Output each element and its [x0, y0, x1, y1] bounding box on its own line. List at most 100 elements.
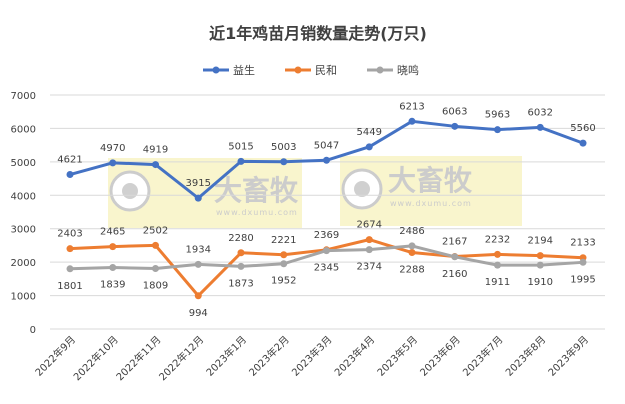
watermark-brand: 大畜牧	[214, 174, 299, 207]
data-label: 2374	[357, 262, 382, 273]
data-point	[194, 292, 202, 300]
x-tick-label: 2023年7月	[460, 333, 506, 379]
data-label: 2674	[357, 220, 382, 231]
data-point	[365, 246, 373, 254]
data-label: 5003	[271, 142, 296, 153]
y-tick-label: 4000	[11, 191, 36, 202]
data-point	[408, 242, 416, 250]
data-label: 5560	[570, 123, 595, 134]
data-point	[451, 253, 459, 261]
legend-item: 益生	[203, 63, 255, 77]
y-tick-label: 2000	[11, 258, 36, 269]
data-label: 1839	[100, 280, 125, 291]
data-point	[280, 260, 288, 268]
data-label: 2280	[228, 233, 253, 244]
data-label: 2465	[100, 227, 125, 238]
chart-title: 近1年鸡苗月销数量走势(万只)	[209, 24, 427, 43]
x-tick-label: 2023年4月	[332, 333, 378, 379]
x-tick-label: 2023年9月	[545, 333, 591, 379]
data-label: 4621	[57, 155, 82, 166]
data-label: 2133	[570, 238, 595, 249]
y-tick-label: 5000	[11, 158, 36, 169]
legend-item: 晓鸣	[367, 63, 419, 77]
data-label: 2345	[314, 263, 339, 274]
x-tick-label: 2022年11月	[113, 333, 163, 383]
data-point	[323, 247, 330, 255]
data-point	[451, 122, 459, 130]
y-tick-label: 1000	[11, 292, 36, 303]
x-tick-label: 2023年2月	[246, 333, 292, 379]
data-point	[109, 159, 117, 167]
data-point	[494, 261, 501, 269]
data-label: 6063	[442, 106, 467, 117]
legend-marker	[212, 66, 220, 74]
data-point	[494, 250, 501, 258]
data-label: 2167	[442, 237, 467, 248]
data-label: 2194	[528, 236, 553, 247]
y-tick-label: 7000	[11, 91, 36, 102]
data-point	[494, 126, 501, 134]
data-point	[280, 251, 288, 259]
data-point	[408, 117, 416, 125]
data-point	[237, 249, 245, 257]
data-point	[66, 245, 74, 253]
x-tick-label: 2022年9月	[32, 333, 78, 379]
data-point	[66, 171, 74, 179]
y-tick-label: 3000	[11, 225, 36, 236]
data-label: 2160	[442, 269, 467, 280]
legend-label: 民和	[315, 64, 337, 77]
data-label: 2486	[399, 226, 424, 237]
data-label: 5047	[314, 140, 339, 151]
data-label: 3915	[186, 178, 211, 189]
data-label: 6213	[399, 101, 424, 112]
y-tick-label: 6000	[11, 124, 36, 135]
legend-label: 晓鸣	[397, 63, 419, 77]
watermark: 大畜牧 www.dxumu.com	[340, 156, 522, 226]
data-label: 1910	[528, 277, 553, 288]
data-label: 2403	[57, 229, 82, 240]
data-label: 1809	[143, 281, 168, 292]
data-point	[109, 264, 117, 272]
data-point	[109, 243, 117, 251]
x-tick-label: 2023年8月	[503, 333, 549, 379]
data-label: 2232	[485, 234, 510, 245]
data-point	[365, 236, 373, 244]
data-point	[579, 139, 587, 147]
data-label: 5015	[228, 141, 253, 152]
data-label: 5449	[357, 127, 382, 138]
watermark-url: www.dxumu.com	[216, 208, 298, 217]
x-tick-label: 2023年5月	[374, 333, 420, 379]
watermark-url: www.dxumu.com	[390, 199, 472, 208]
x-tick-label: 2022年10月	[71, 333, 121, 383]
data-label: 2221	[271, 235, 296, 246]
data-point	[579, 258, 587, 266]
data-label: 6032	[528, 107, 553, 118]
x-tick-label: 2023年6月	[417, 333, 463, 379]
data-label: 5963	[485, 110, 510, 121]
data-label: 1873	[228, 278, 253, 289]
data-label: 4970	[100, 143, 125, 154]
legend-item: 民和	[285, 64, 337, 77]
x-tick-label: 2023年1月	[203, 333, 249, 379]
data-label: 1911	[485, 277, 510, 288]
data-point	[66, 265, 74, 273]
data-point	[408, 249, 416, 257]
data-label: 2288	[399, 265, 424, 276]
data-label: 1934	[186, 244, 211, 255]
data-point	[194, 260, 202, 268]
legend-label: 益生	[233, 63, 255, 77]
data-point	[152, 265, 159, 273]
data-point	[536, 261, 544, 269]
data-point	[237, 157, 245, 165]
data-label: 1952	[271, 276, 296, 287]
watermark-brand: 大畜牧	[388, 164, 473, 197]
x-tick-label: 2022年12月	[156, 333, 206, 383]
data-point	[152, 161, 159, 169]
data-label: 2369	[314, 230, 339, 241]
legend-marker	[294, 66, 302, 74]
data-point	[280, 158, 288, 166]
y-tick-label: 0	[30, 325, 36, 336]
